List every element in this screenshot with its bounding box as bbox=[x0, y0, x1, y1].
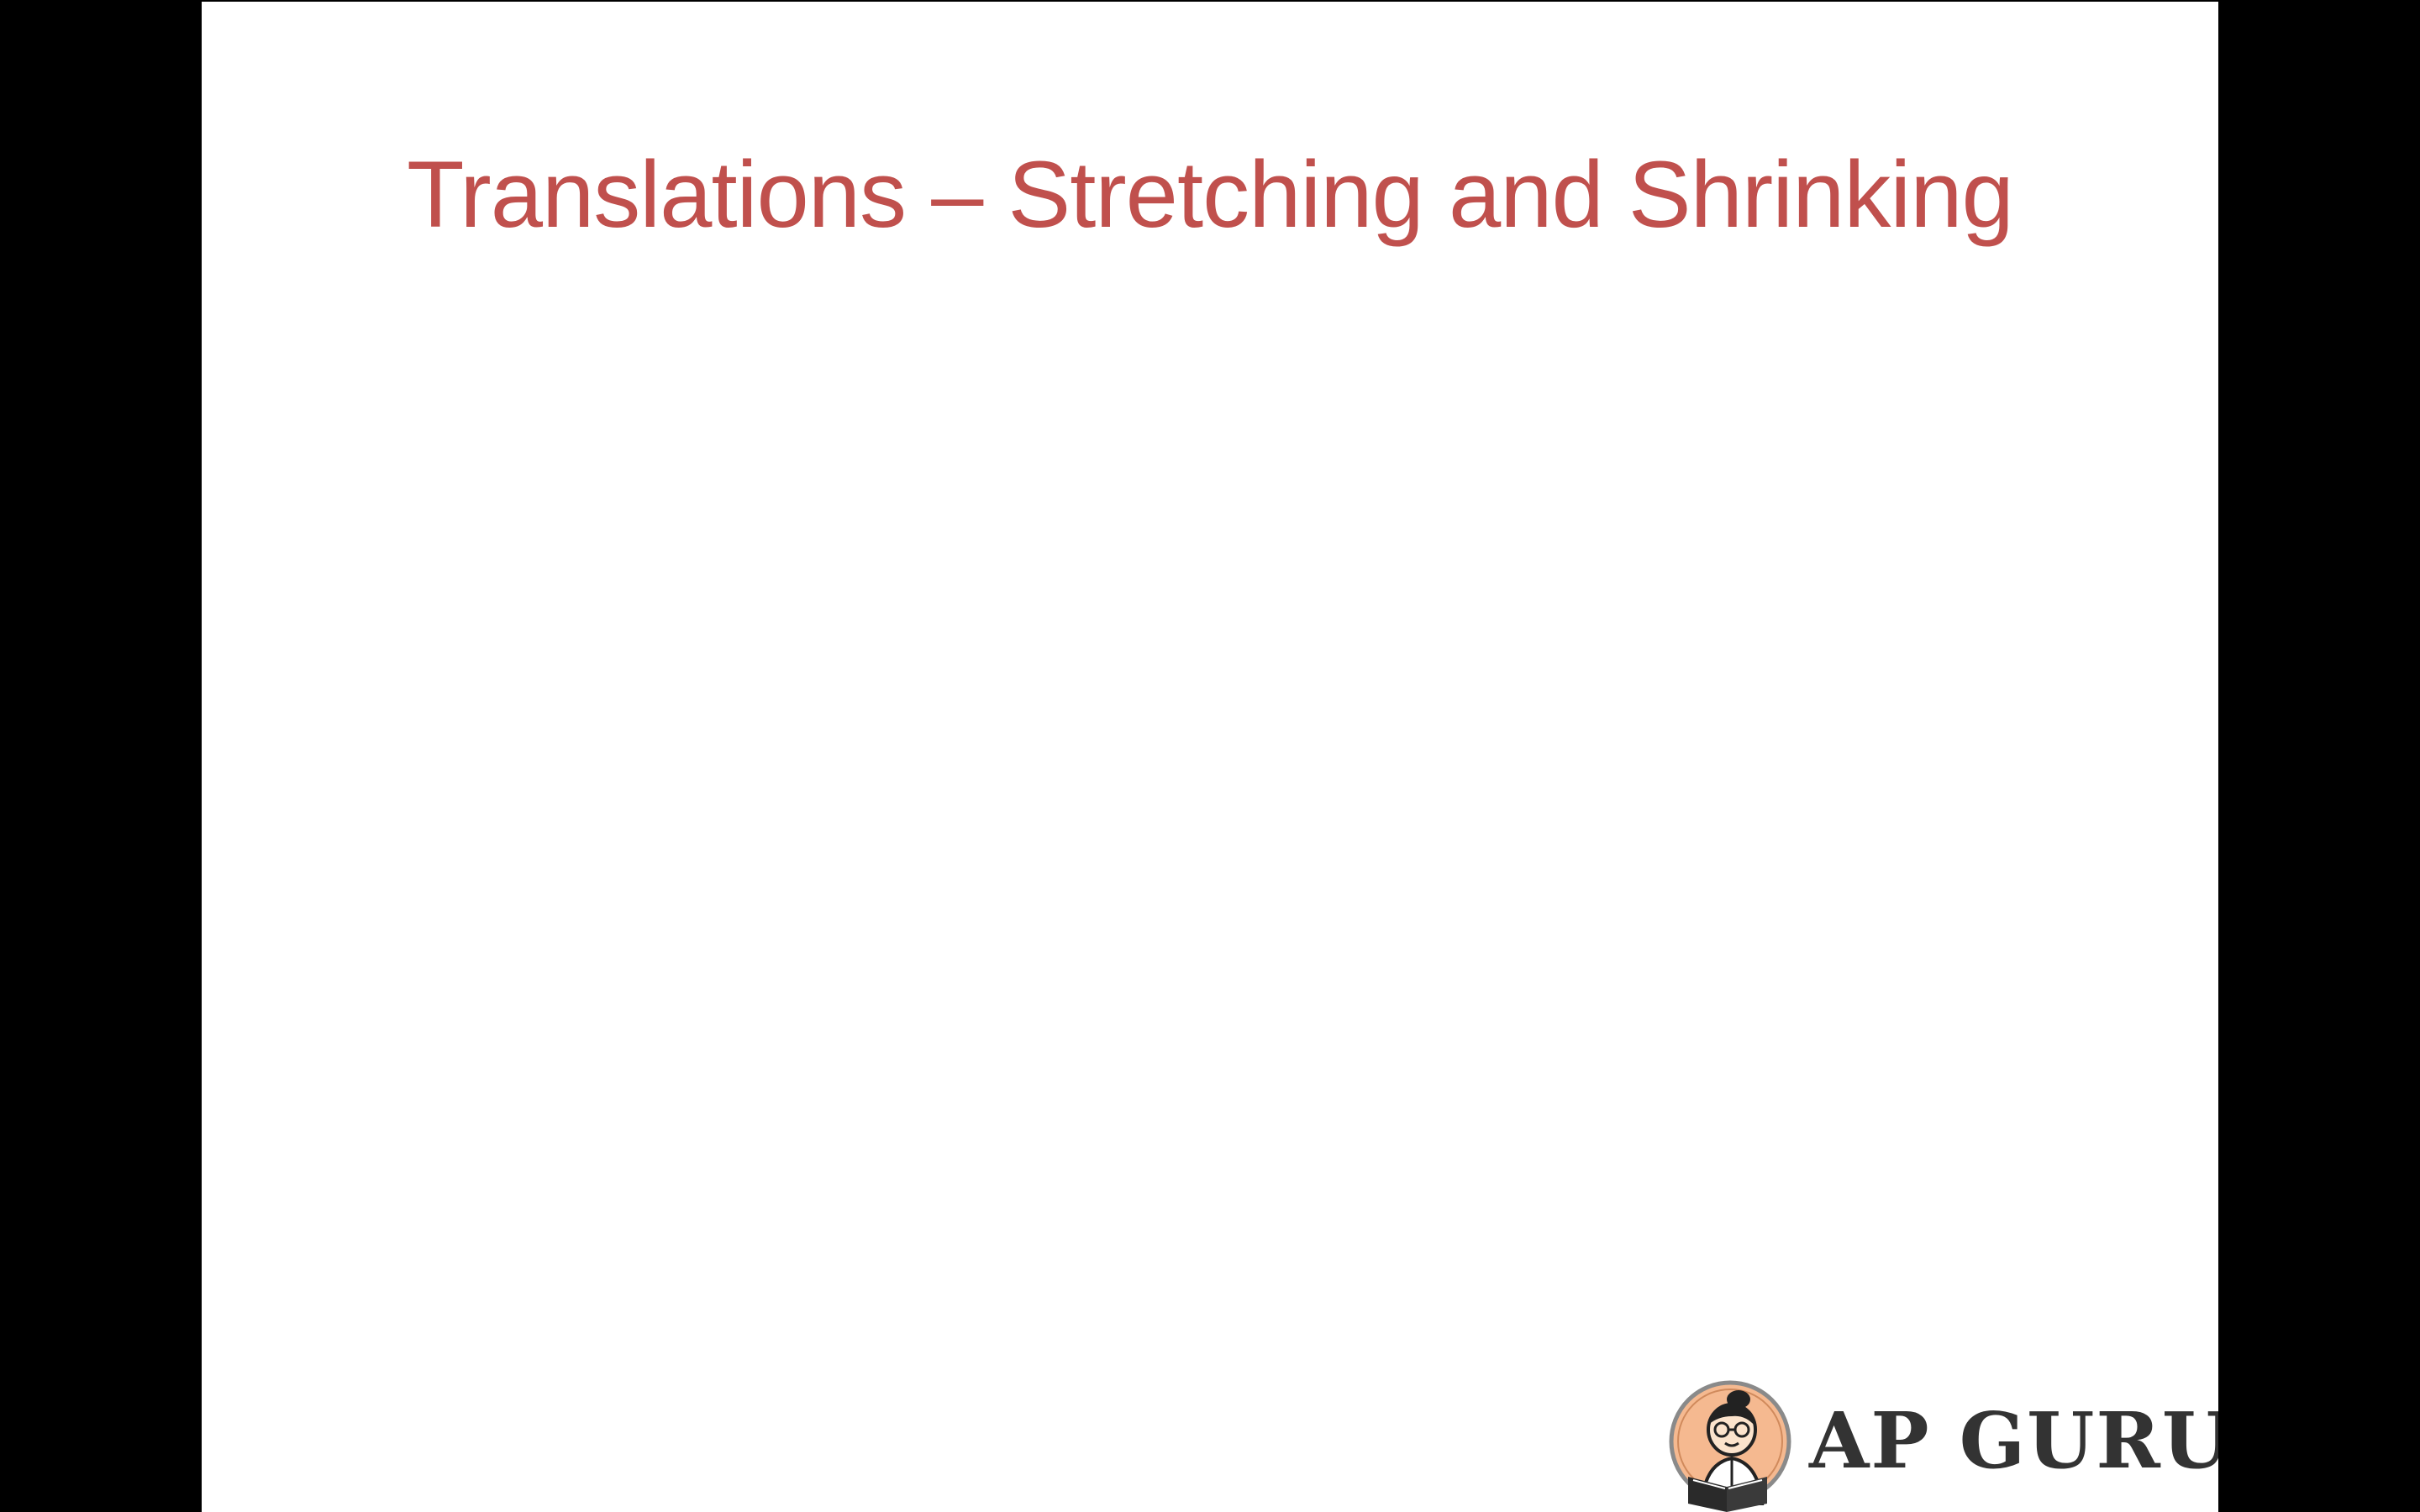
slide-title: Translations – Stretching and Shrinking bbox=[407, 142, 2014, 247]
ap-guru-logo: AP GURU bbox=[1668, 1371, 2218, 1512]
logo-text: AP GURU bbox=[1809, 1395, 2218, 1486]
slide: Translations – Stretching and Shrinking bbox=[202, 2, 2218, 1512]
reading-boy-icon bbox=[1669, 1380, 1791, 1512]
